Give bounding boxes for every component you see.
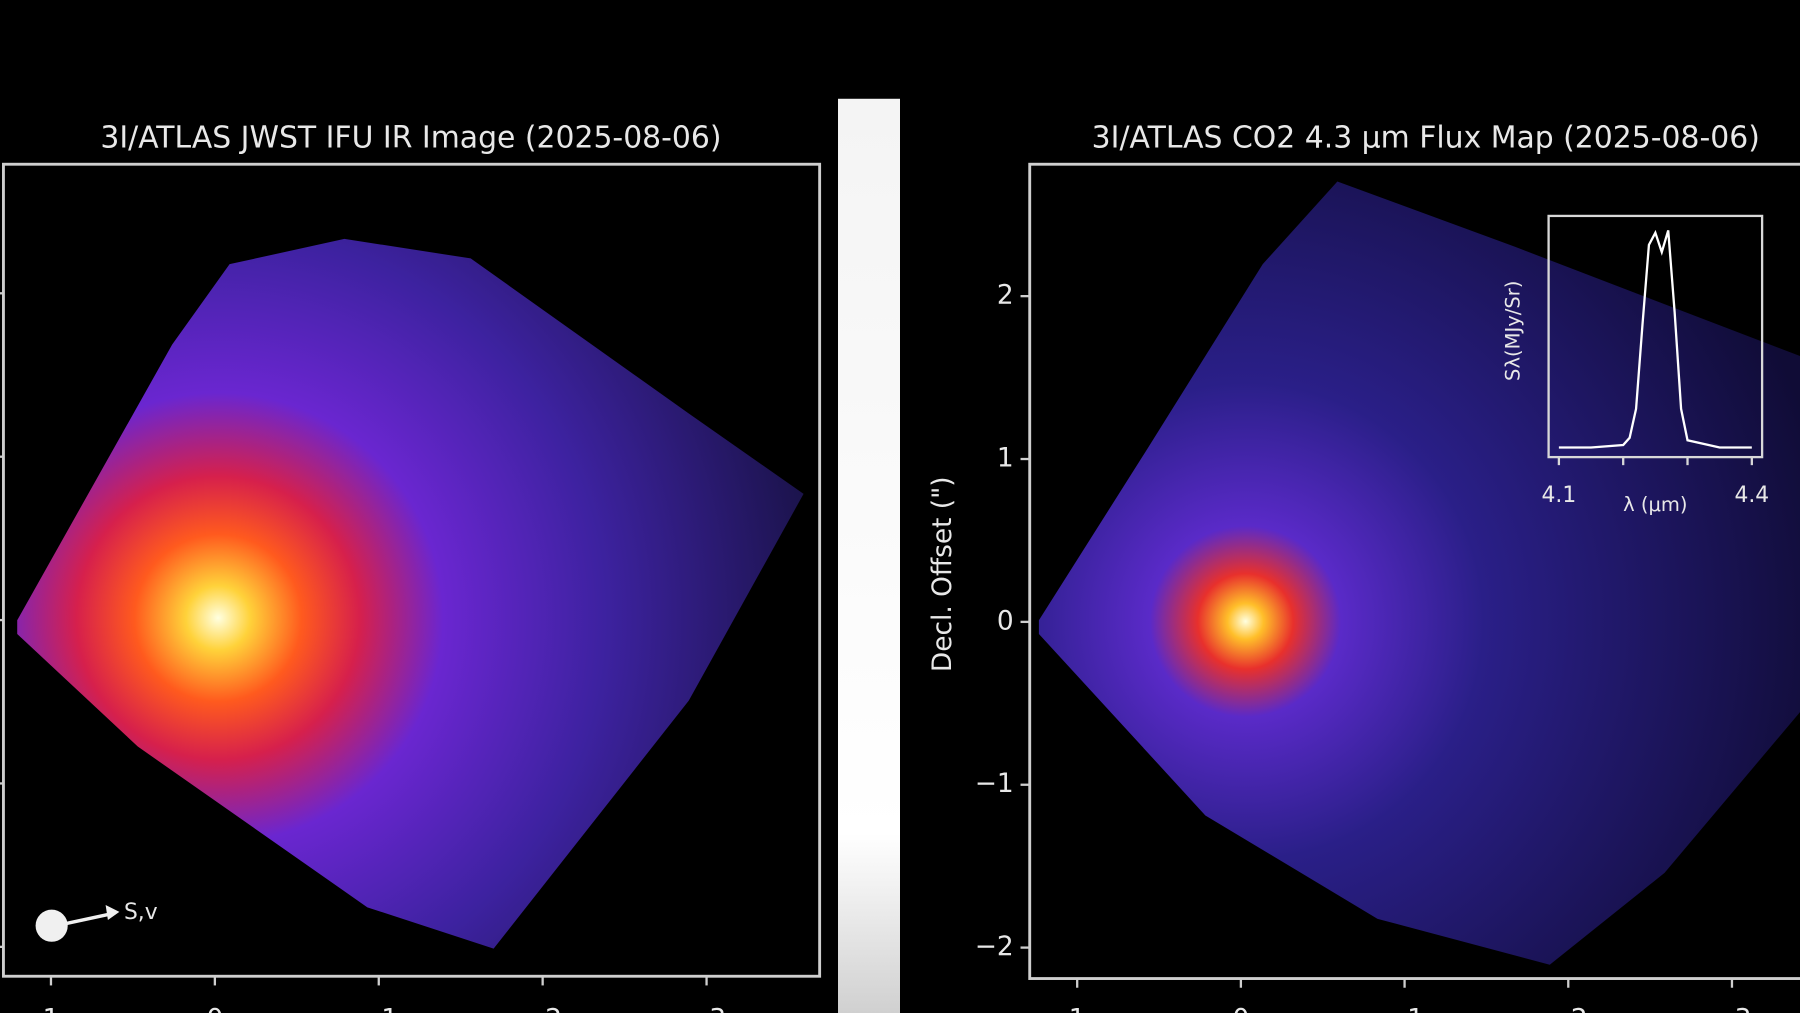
spectrum-line	[1558, 229, 1752, 449]
x-tick-label: −1	[1385, 1003, 1424, 1013]
colorbar	[838, 98, 900, 1013]
y-tick-label: 2	[997, 280, 1014, 311]
x-tick-label: −2	[523, 1003, 562, 1013]
x-tick-label: 1	[43, 1003, 60, 1013]
inset-frame	[1547, 214, 1764, 459]
x-axis-label: λ (μm)	[1623, 493, 1687, 516]
plot-frame	[1028, 162, 1800, 980]
panel-title: 3I/ATLAS JWST IFU IR Image (2025-08-06)	[100, 120, 721, 155]
x-tick-label: −3	[687, 1003, 726, 1013]
x-tick-label: 4.4	[1734, 483, 1769, 508]
y-axis-label: Sλ(MJy/Sr)	[1502, 281, 1525, 381]
panel-title: 3I/ATLAS CO2 4.3 μm Flux Map (2025-08-06…	[1092, 120, 1760, 155]
arrow	[66, 911, 116, 926]
y-axis-label: Decl. Offset (")	[927, 476, 958, 672]
x-tick-label: −1	[359, 1003, 398, 1013]
heatmap	[17, 238, 804, 949]
annotation: S,v	[124, 900, 158, 925]
x-tick-label: −2	[1549, 1003, 1588, 1013]
heatmap	[1038, 181, 1800, 965]
x-tick-label: 1	[1069, 1003, 1086, 1013]
y-tick-label: 1	[997, 443, 1014, 474]
y-tick-label: −2	[975, 931, 1014, 962]
x-tick-label: 0	[206, 1003, 223, 1013]
marker	[35, 909, 68, 942]
x-tick-label: 4.1	[1542, 483, 1577, 508]
x-tick-label: 0	[1232, 1003, 1249, 1013]
arrowhead	[105, 905, 120, 920]
y-tick-label: −1	[975, 768, 1014, 799]
x-tick-label: −3	[1713, 1003, 1752, 1013]
y-tick-label: 0	[997, 605, 1014, 636]
plot-frame	[2, 162, 822, 978]
